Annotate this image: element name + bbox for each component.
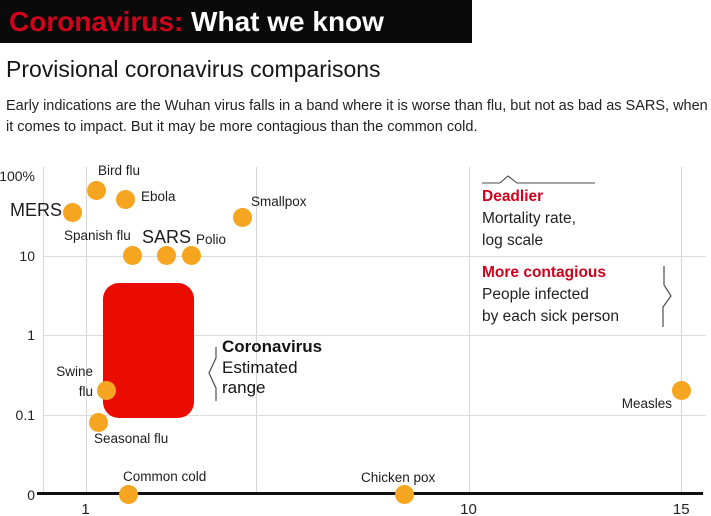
vertical-gridline: [468, 167, 470, 494]
point-label-chicken_pox: Chicken pox: [361, 470, 436, 485]
coronavirus-range-line2: range: [222, 378, 266, 397]
point-dot-measles: [671, 381, 691, 401]
point-dot-bird_flu: [86, 181, 106, 201]
x-axis-meaning-line2: by each sick person: [482, 308, 619, 325]
point-label-measles: Measles: [621, 396, 672, 411]
chart-description: Early indications are the Wuhan virus fa…: [6, 98, 708, 135]
point-dot-common_cold: [118, 484, 138, 504]
y-axis-meaning-line2: log scale: [482, 232, 544, 249]
y-axis-meaning-line1: Mortality rate,: [482, 210, 576, 227]
coronavirus-range-line1: Estimated: [222, 357, 298, 377]
x-tick-label: 15: [672, 501, 690, 516]
contagious-bracket: [662, 266, 672, 327]
headline-text: What we know: [191, 6, 384, 37]
point-label-swine_flu: Swine flu: [56, 364, 93, 399]
vertical-gridline: [681, 167, 683, 494]
horizontal-gridline: [43, 414, 706, 416]
point-dot-ebola: [116, 190, 136, 210]
point-label-seasonal_flu: Seasonal flu: [94, 431, 169, 446]
point-dot-sars: [156, 246, 176, 265]
x-axis-line: [37, 492, 703, 495]
point-label-mers: MERS: [9, 200, 62, 220]
vertical-gridline: [255, 167, 257, 494]
point-dot-spanish_flu: [122, 246, 142, 265]
deadlier-label: Deadlier: [482, 188, 544, 205]
x-tick-label: 1: [81, 501, 90, 516]
point-dot-seasonal_flu: [88, 412, 108, 432]
y-tick-label: 1: [27, 327, 35, 343]
point-label-bird_flu: Bird flu: [98, 163, 141, 178]
headline-bar: Coronavirus: What we know: [0, 0, 472, 43]
deadlier-bracket: [482, 175, 595, 184]
x-tick-label: 10: [460, 501, 477, 516]
point-label-smallpox: Smallpox: [251, 194, 307, 209]
point-label-common_cold: Common cold: [123, 469, 207, 484]
x-axis-meaning-line1: People infected: [482, 286, 589, 303]
point-label-spanish_flu: Spanish flu: [64, 228, 131, 243]
chart-title: Provisional coronavirus comparisons: [6, 56, 381, 82]
coronavirus-range-label: Coronavirus: [222, 337, 323, 356]
y-tick-label: 100%: [0, 168, 35, 184]
headline-rest: [183, 6, 191, 37]
vertical-gridline: [43, 167, 44, 494]
point-label-polio: Polio: [196, 232, 227, 247]
coronavirus-range-bracket: [208, 347, 217, 401]
y-tick-label: 0: [27, 487, 35, 503]
headline-topic: Coronavirus:: [9, 6, 184, 37]
contagious-label: More contagious: [482, 264, 607, 281]
point-dot-smallpox: [233, 208, 253, 228]
y-tick-label: 0.1: [15, 406, 35, 423]
point-label-sars: SARS: [142, 227, 192, 247]
point-dot-mers: [63, 202, 83, 222]
point-dot-polio: [182, 246, 202, 265]
vertical-gridline: [85, 167, 87, 494]
coronavirus-range-band: [102, 283, 195, 419]
point-dot-chicken_pox: [395, 484, 415, 504]
deadlier-annotation: Deadlier Mortality rate, log scale: [482, 186, 576, 252]
coronavirus-range-annotation: Coronavirus Estimated range: [222, 337, 322, 399]
horizontal-gridline: [43, 335, 706, 336]
point-label-ebola: Ebola: [141, 189, 176, 204]
point-dot-swine_flu: [97, 381, 117, 401]
y-tick-label: 10: [19, 247, 35, 264]
contagious-annotation: More contagious People infected by each …: [482, 262, 619, 328]
horizontal-gridline: [43, 255, 706, 257]
